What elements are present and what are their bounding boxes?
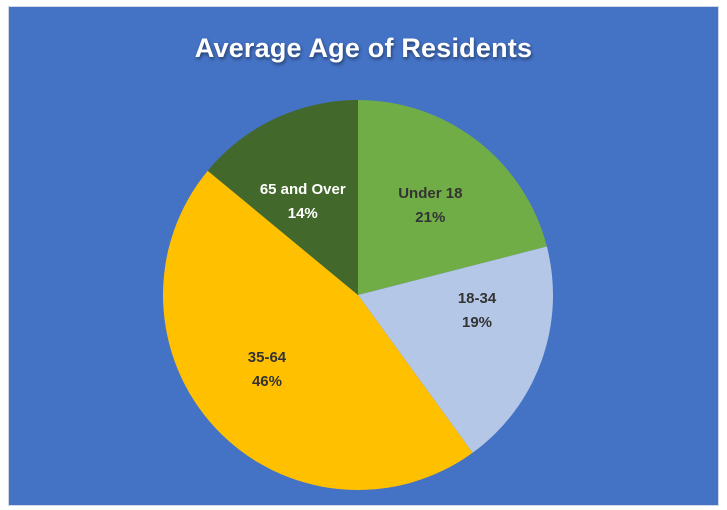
slice-value-under-18: 21% [415,209,445,226]
slice-value-18-34: 19% [462,314,492,331]
pie-slice-18-34 [358,246,553,453]
slice-label-under-18: Under 18 [398,185,462,202]
slice-value-65-and-over: 14% [288,205,318,222]
slice-label-35-64: 35-64 [248,349,287,366]
chart-title: Average Age of Residents [194,33,533,63]
pie-slice-under-18 [358,100,547,295]
slice-value-35-64: 46% [252,373,282,390]
pie-slice-35-64 [162,170,473,491]
pie-slice-65-and-over [207,100,358,295]
pie-chart: Under 18 21% 18-34 19% 35-64 46% 65 and Over 14… [162,100,553,491]
slice-label-65-and-over: 65 and Over [260,181,346,198]
slice-label-18-34: 18-34 [458,290,497,307]
chart-area: Average Age of Residents Under 18 21% 18-3… [8,6,719,506]
